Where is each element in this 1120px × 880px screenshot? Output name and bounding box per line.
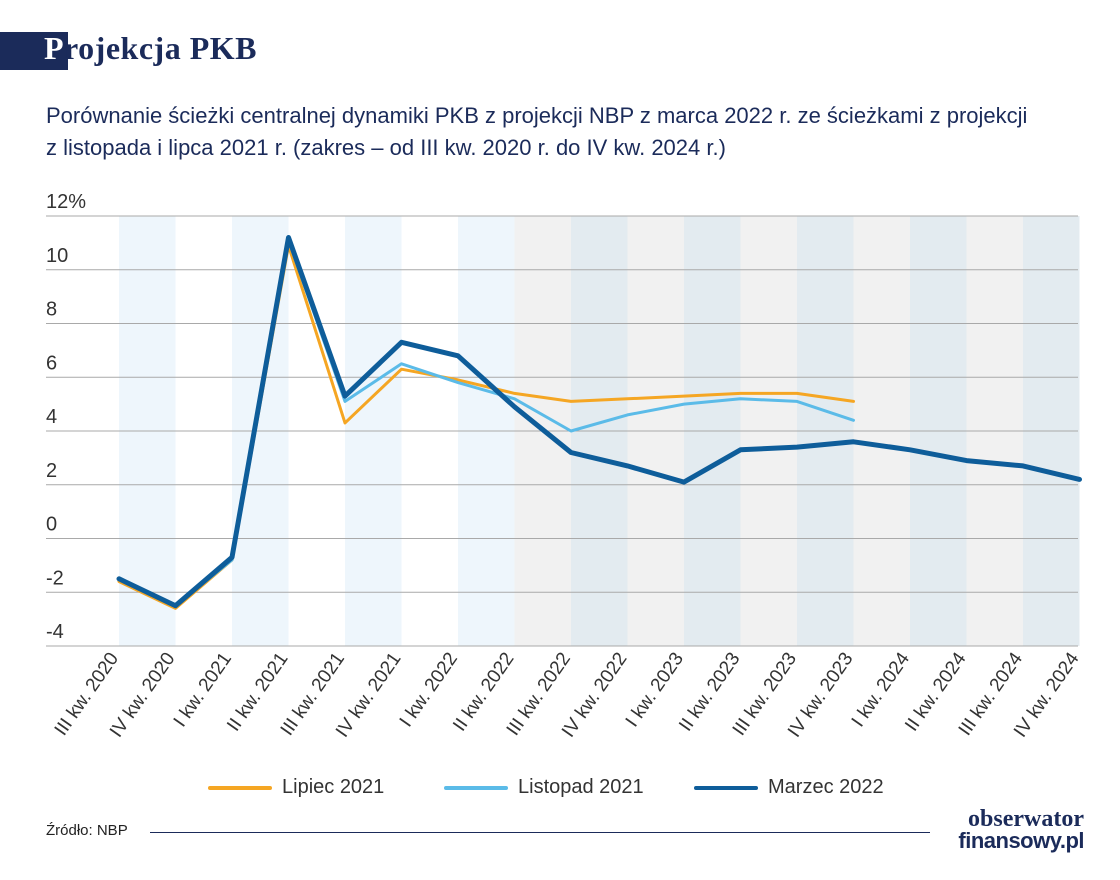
footer-divider (150, 832, 930, 833)
source-note: Źródło: NBP (46, 822, 128, 839)
legend-item-listopad: Listopad 2021 (444, 776, 644, 799)
publisher-logo: obserwator finansowy.pl (944, 806, 1084, 853)
y-tick-label: -2 (46, 567, 64, 589)
title-accent-block (0, 32, 68, 70)
page-title: Projekcja PKB (44, 30, 257, 67)
y-tick-label: 8 (46, 299, 57, 321)
y-tick-label: 0 (46, 514, 57, 536)
title-first-letter: P (44, 30, 65, 66)
legend-item-marzec: Marzec 2022 (694, 776, 884, 799)
logo-line-2: finansowy.pl (958, 828, 1084, 853)
chart-legend: Lipiec 2021 Listopad 2021 Marzec 2022 (0, 776, 1120, 804)
legend-swatch-listopad (444, 785, 508, 790)
legend-item-lipiec: Lipiec 2021 (208, 776, 384, 799)
legend-label-listopad: Listopad 2021 (518, 776, 644, 798)
logo-line-1: obserwator (968, 806, 1084, 832)
y-tick-label: -4 (46, 621, 64, 643)
y-tick-label: 10 (46, 245, 68, 267)
title-rest: rojekcja PKB (64, 30, 257, 66)
legend-swatch-marzec (694, 785, 758, 790)
legend-label-marzec: Marzec 2022 (768, 776, 884, 798)
y-tick-label: 6 (46, 352, 57, 374)
series-line-marzec (116, 235, 1082, 609)
chart-subtitle: Porównanie ścieżki centralnej dynamiki P… (46, 100, 1046, 164)
y-tick-label: 4 (46, 406, 57, 428)
y-tick-label: 12% (46, 191, 86, 213)
legend-swatch-lipiec (208, 785, 272, 790)
y-tick-label: 2 (46, 460, 57, 482)
subtitle-line-2: z listopada i lipca 2021 r. (zakres – od… (46, 135, 726, 160)
subtitle-line-1: Porównanie ścieżki centralnej dynamiki P… (46, 103, 1028, 128)
legend-label-lipiec: Lipiec 2021 (282, 776, 385, 798)
